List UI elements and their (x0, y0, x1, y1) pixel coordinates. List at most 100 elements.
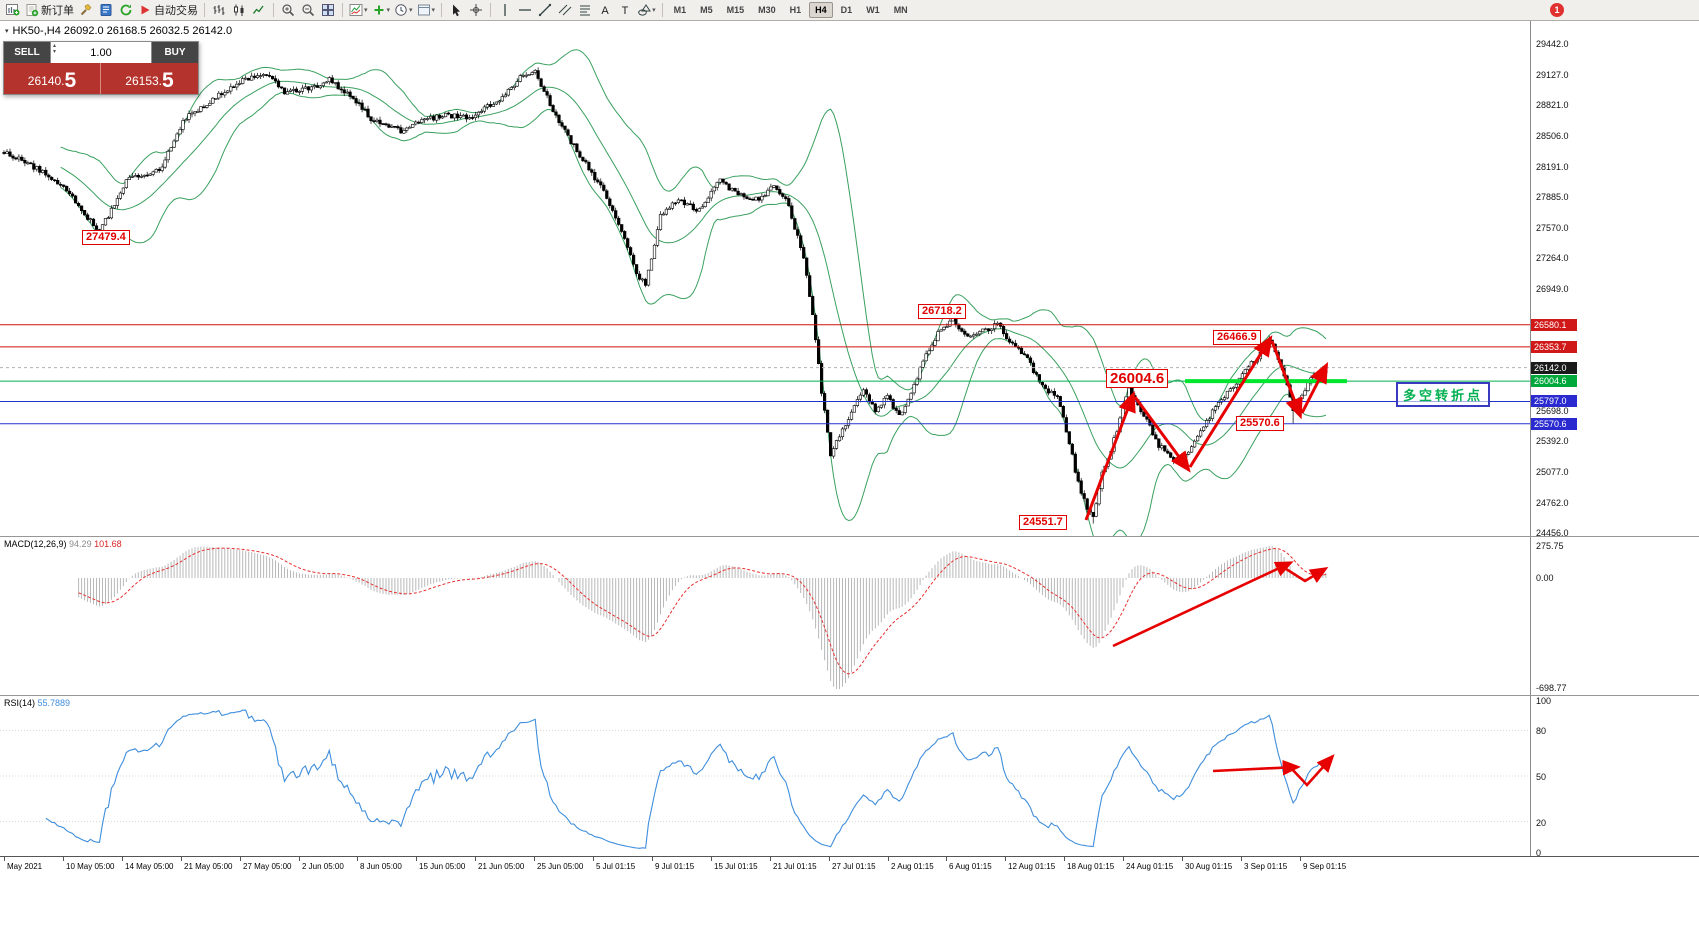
timeframe-m1[interactable]: M1 (673, 5, 687, 15)
crosshair-icon[interactable] (466, 1, 486, 20)
rsi-panel[interactable]: RSI(14) 55.7889 100 80 50 20 0 (0, 696, 1699, 858)
timeframe-m30[interactable]: M30 (758, 5, 776, 15)
tile-windows-icon[interactable] (318, 1, 338, 20)
turning-point-label[interactable]: 多空转折点 (1396, 382, 1491, 407)
timeframe-m15[interactable]: M15 (726, 5, 745, 15)
time-axis-label: 15 Jun 05:00 (419, 862, 466, 871)
chart-area[interactable]: ▾ HK50-,H4 26092.0 26168.5 26032.5 26142… (0, 21, 1699, 538)
price-scale-label: 24456.0 (1536, 527, 1569, 538)
time-tick (1123, 857, 1124, 861)
buy-price[interactable]: 26153. 5 (101, 63, 198, 94)
time-axis-label: 2 Aug 01:15 (891, 862, 934, 871)
chart-title: ▾ HK50-,H4 26092.0 26168.5 26032.5 26142… (5, 25, 232, 37)
chart-annotations: 27479.4 26718.2 26466.9 26004.6 25570.6 24551… (0, 21, 1530, 536)
time-axis[interactable]: May 2021 10 May 05:00 14 May 05:00 21 May 0… (0, 856, 1699, 945)
price-tag: 26580.1 (1531, 318, 1577, 331)
time-tick (946, 857, 947, 861)
price-annotation[interactable]: 26466.9 (1213, 330, 1261, 345)
time-axis-label: 25 Jun 05:00 (537, 862, 584, 871)
volume-stepper-icon[interactable]: ▴ ▾ (53, 43, 57, 55)
indicators-icon[interactable]: ▾ (347, 1, 370, 20)
price-annotation[interactable]: 25570.6 (1236, 416, 1284, 431)
macd-scale-label: 275.75 (1536, 541, 1564, 551)
text-icon[interactable]: A (595, 1, 615, 20)
line-chart-icon[interactable] (249, 1, 269, 20)
rsi-chart (0, 709, 1530, 849)
trendline-icon[interactable] (535, 1, 555, 20)
toolbar-separator (273, 3, 274, 17)
timeframe-mn[interactable]: MN (893, 5, 908, 15)
time-axis-label: 24 Aug 01:15 (1126, 862, 1174, 871)
rsi-scale-label: 80 (1536, 726, 1547, 737)
volume-input[interactable]: ▴ ▾ 1.00 (50, 42, 152, 63)
timeframe-m5[interactable]: M5 (700, 5, 713, 15)
rsi-label: RSI(14) 55.7889 (4, 698, 71, 708)
macd-scale-label: 0.00 (1536, 573, 1554, 583)
toolbar-separator (490, 3, 492, 17)
scale-divider (1530, 21, 1531, 856)
zoom-in-icon[interactable] (278, 1, 298, 20)
sell-button[interactable]: SELL (4, 42, 50, 63)
time-tick (63, 857, 64, 861)
price-annotation[interactable]: 26004.6 (1106, 369, 1169, 388)
timeframe-h4[interactable]: H4 (809, 2, 833, 18)
one-click-toggle-icon[interactable]: ▾ (5, 28, 9, 35)
time-tick (299, 857, 300, 861)
new-chart-icon[interactable] (3, 1, 23, 20)
horizontal-line-icon[interactable] (515, 1, 535, 20)
fibonacci-icon[interactable] (575, 1, 595, 20)
price-annotation[interactable]: 26718.2 (918, 304, 966, 319)
price-scale[interactable]: 29442.0 29127.0 28821.0 28506.0 28191.0 27885… (1531, 21, 1699, 538)
time-axis-label: 8 Jun 05:00 (360, 862, 402, 871)
panel-divider[interactable] (0, 536, 1699, 537)
add-indicator-icon[interactable]: ▾ (370, 1, 393, 20)
auto-trading-button[interactable]: 自动交易 (136, 1, 200, 20)
bar-chart-icon[interactable] (209, 1, 229, 20)
market-watch-icon[interactable] (96, 1, 116, 20)
macd-panel[interactable]: MACD(12,26,9) 94.29 101.68 275.75 0.00 -69… (0, 537, 1699, 695)
time-tick (240, 857, 241, 861)
time-tick (181, 857, 182, 861)
time-axis-label: 10 May 05:00 (66, 862, 115, 871)
price-annotation[interactable]: 27479.4 (82, 230, 130, 245)
candlestick-chart[interactable] (0, 21, 1530, 536)
time-axis-label: 18 Aug 01:15 (1067, 862, 1115, 871)
cursor-icon[interactable] (446, 1, 466, 20)
price-scale-label: 27885.0 (1536, 191, 1569, 202)
history-center-icon[interactable] (116, 1, 136, 20)
zoom-out-icon[interactable] (298, 1, 318, 20)
price-tag: 26004.6 (1531, 375, 1577, 388)
vertical-line-icon[interactable] (495, 1, 515, 20)
macd-chart (78, 546, 1329, 689)
time-tick (4, 857, 5, 861)
rsi-scale-label: 100 (1536, 696, 1552, 706)
timeframe-h1[interactable]: H1 (789, 5, 802, 15)
price-annotation[interactable]: 24551.7 (1019, 515, 1067, 530)
metaeditor-icon[interactable] (76, 1, 96, 20)
time-tick (1005, 857, 1006, 861)
time-axis-label: 3 Sep 01:15 (1244, 862, 1288, 871)
candlestick-chart-icon[interactable] (229, 1, 249, 20)
shapes-icon[interactable]: ▾ (635, 1, 658, 20)
time-tick (1182, 857, 1183, 861)
sell-price[interactable]: 26140. 5 (4, 63, 101, 94)
time-tick (534, 857, 535, 861)
periods-icon[interactable]: ▾ (392, 1, 415, 20)
buy-button[interactable]: BUY (152, 42, 198, 63)
price-scale-label: 29442.0 (1536, 39, 1569, 50)
new-order-button[interactable]: 新订单 (23, 1, 76, 20)
text-label-icon[interactable]: T (615, 1, 635, 20)
toolbar-buttons: 新订单 自动交易 ▾ ▾ ▾ ▾ A T ▾ (3, 1, 667, 20)
templates-icon[interactable]: ▾ (415, 1, 438, 20)
panel-divider[interactable] (0, 695, 1699, 696)
timeframe-d1[interactable]: D1 (840, 5, 853, 15)
time-axis-label: 6 Aug 01:15 (949, 862, 992, 871)
time-axis-label: 27 Jul 01:15 (832, 862, 876, 871)
equidistant-channel-icon[interactable] (555, 1, 575, 20)
time-tick (829, 857, 830, 861)
macd-scale: 275.75 0.00 -698.77 (1531, 537, 1699, 695)
price-scale-label: 25698.0 (1536, 406, 1569, 417)
notification-badge[interactable]: 1 (1550, 3, 1564, 17)
timeframe-w1[interactable]: W1 (866, 5, 880, 15)
toolbar-separator (342, 3, 343, 17)
